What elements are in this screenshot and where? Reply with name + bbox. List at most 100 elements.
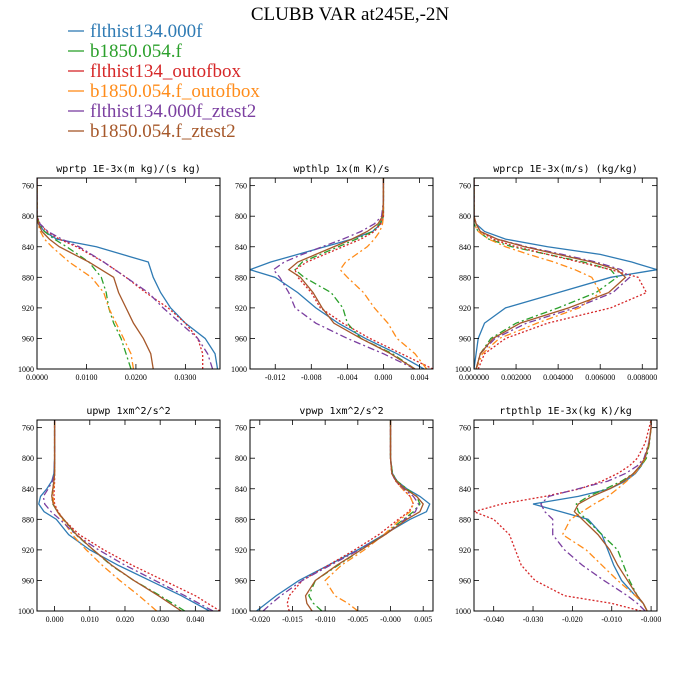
panel-frame [249, 419, 434, 612]
x-tick-label: -0.040 [483, 615, 504, 624]
y-tick-label: 800 [459, 454, 471, 463]
x-tick-label: -0.020 [249, 615, 270, 624]
series-line-1 [532, 420, 652, 611]
x-tick-label: 0.000000 [459, 373, 489, 382]
x-tick-label: 0.020 [116, 615, 134, 624]
x-tick-label: -0.008 [301, 373, 322, 382]
y-tick-label: 800 [235, 212, 247, 221]
x-tick-label: 0.008000 [627, 373, 657, 382]
y-tick-label: 960 [22, 334, 34, 343]
x-tick-label: 0.004000 [543, 373, 573, 382]
series-line-2 [575, 420, 652, 611]
panel-frame [36, 419, 221, 612]
x-tick-label: 0.006000 [585, 373, 615, 382]
figure-title: CLUBB VAR at245E,-2N [251, 4, 450, 25]
y-tick-label: 1000 [231, 607, 247, 616]
y-tick-label: 800 [22, 454, 34, 463]
panel-frame [249, 177, 434, 370]
series-line-4 [339, 178, 428, 369]
y-tick-label: 1000 [455, 365, 471, 374]
series-line-1 [250, 178, 425, 369]
y-tick-label: 1000 [231, 365, 247, 374]
y-tick-label: 880 [22, 273, 34, 282]
legend-label: flthist134_outofbox [90, 61, 241, 82]
series-line-6 [37, 178, 154, 369]
series-line-6 [287, 178, 416, 369]
panel-3: wprcp 1E-3x(m/s) (kg/kg) 760 800 840 880 920 9… [455, 164, 658, 382]
y-tick-label: 880 [235, 515, 247, 524]
panel-title: rtpthlp 1E-3x(kg K)/kg [499, 406, 631, 417]
x-tick-label: -0.005 [348, 615, 369, 624]
x-tick-label: 0.0100 [75, 373, 97, 382]
x-tick-label: 0.0000 [26, 373, 48, 382]
series-line-3 [294, 178, 433, 369]
x-tick-label: 0.030 [151, 615, 169, 624]
series-line-5 [37, 178, 214, 369]
x-tick-label: 0.005 [414, 615, 432, 624]
panel-title: wpthlp 1x(m K)/s [293, 164, 389, 175]
panel-frame [473, 419, 658, 612]
panel-title: upwp 1xm^2/s^2 [86, 406, 170, 417]
y-tick-label: 920 [22, 304, 34, 313]
y-tick-label: 800 [235, 454, 247, 463]
x-tick-label: -0.000 [380, 615, 401, 624]
series-line-5 [262, 420, 420, 611]
y-tick-label: 960 [459, 576, 471, 585]
panel-frame [473, 177, 658, 370]
y-tick-label: 840 [22, 485, 34, 494]
y-tick-label: 1000 [18, 365, 34, 374]
x-tick-label: -0.000 [641, 615, 662, 624]
y-tick-label: 840 [235, 485, 247, 494]
series-line-5 [474, 178, 631, 369]
y-tick-label: 1000 [455, 607, 471, 616]
series-group [38, 420, 220, 611]
x-tick-label: 0.0300 [174, 373, 196, 382]
x-tick-label: -0.020 [562, 615, 583, 624]
y-tick-label: 760 [235, 424, 247, 433]
y-tick-label: 800 [22, 212, 34, 221]
y-tick-label: 760 [22, 182, 34, 191]
series-line-6 [51, 420, 182, 611]
panel-title: wprtp 1E-3x(m kg)/(s kg) [56, 164, 201, 175]
panel-frame [36, 177, 221, 370]
panel-6: rtpthlp 1E-3x(kg K)/kg 760 800 840 880 920 960… [455, 406, 661, 624]
panels: wprtp 1E-3x(m kg)/(s kg) 760 800 840 880 920 9… [18, 164, 661, 624]
y-tick-label: 760 [459, 424, 471, 433]
x-tick-label: -0.010 [315, 615, 336, 624]
y-tick-label: 1000 [18, 607, 34, 616]
series-line-4 [324, 420, 415, 611]
series-line-4 [37, 178, 135, 369]
panel-1: wprtp 1E-3x(m kg)/(s kg) 760 800 840 880 920 9… [18, 164, 221, 382]
series-line-2 [474, 178, 618, 369]
x-tick-label: 0.010 [81, 615, 99, 624]
y-tick-label: 840 [22, 243, 34, 252]
y-tick-label: 880 [459, 515, 471, 524]
series-line-6 [304, 420, 424, 611]
legend-entry: b1850.054.f_outofbox [68, 81, 260, 102]
x-tick-label: -0.030 [523, 615, 544, 624]
series-line-5 [272, 178, 416, 369]
y-tick-label: 800 [459, 212, 471, 221]
x-tick-label: -0.004 [337, 373, 358, 382]
y-tick-label: 840 [235, 243, 247, 252]
series-group [250, 178, 433, 369]
series-line-1 [37, 178, 219, 369]
panel-title: vpwp 1xm^2/s^2 [299, 406, 383, 417]
x-tick-label: 0.002000 [501, 373, 531, 382]
series-line-5 [540, 420, 652, 611]
legend-entry: b1850.054.f_ztest2 [68, 121, 236, 142]
series-line-5 [42, 420, 214, 611]
legend: flthist134.000fb1850.054.fflthist134_out… [68, 21, 260, 142]
x-tick-label: 0.004 [410, 373, 428, 382]
y-tick-label: 920 [235, 304, 247, 313]
legend-label: b1850.054.f_outofbox [90, 81, 260, 102]
x-tick-label: -0.015 [282, 615, 303, 624]
series-group [474, 420, 652, 611]
series-group [474, 178, 657, 369]
y-tick-label: 840 [459, 485, 471, 494]
y-tick-label: 880 [235, 273, 247, 282]
y-tick-label: 960 [22, 576, 34, 585]
legend-label: flthist134.000f [90, 21, 203, 42]
y-tick-label: 920 [459, 304, 471, 313]
